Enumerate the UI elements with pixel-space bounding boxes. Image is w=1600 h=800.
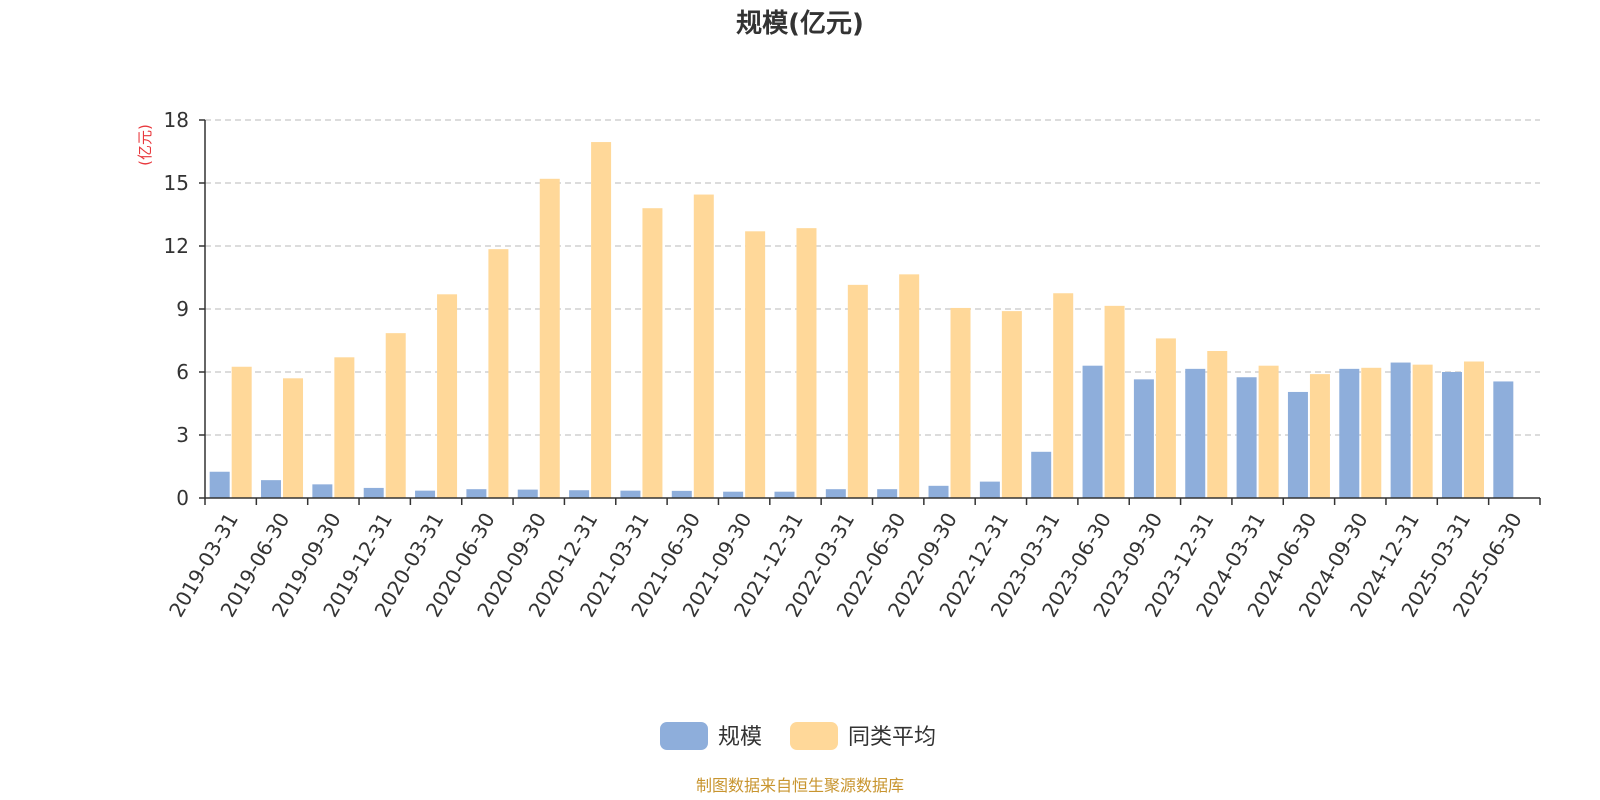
bar-peer-average [283, 378, 304, 498]
bar-peer-average [1001, 311, 1022, 498]
legend-label-scale: 规模 [718, 725, 762, 750]
bar-scale [1390, 362, 1411, 498]
bar-peer-average [1053, 293, 1074, 498]
y-tick-label: 6 [176, 360, 189, 384]
bar-peer-average [1258, 365, 1279, 498]
bar-scale [1082, 365, 1103, 498]
bar-peer-average [488, 249, 509, 498]
bar-peer-average [1361, 367, 1382, 498]
bar-peer-average [847, 284, 868, 498]
bar-peer-average [745, 231, 766, 499]
bar-peer-average [1412, 364, 1433, 498]
bar-scale [825, 489, 846, 498]
legend-swatch-peer-average [790, 722, 838, 750]
bar-scale [877, 489, 898, 498]
bar-peer-average [950, 307, 971, 498]
bar-peer-average [642, 208, 663, 498]
y-tick-label: 3 [176, 423, 189, 447]
bar-scale [928, 485, 949, 498]
bar-scale [569, 490, 590, 498]
bar-scale [1339, 368, 1360, 498]
legend-label-peer-average: 同类平均 [848, 725, 936, 750]
bar-peer-average [334, 357, 355, 498]
chart-title: 规模(亿元) [736, 9, 864, 39]
bar-peer-average [796, 228, 817, 498]
bar-scale [363, 487, 384, 498]
bar-scale [517, 489, 538, 498]
legend-swatch-scale [660, 722, 708, 750]
bar-peer-average [437, 294, 458, 498]
bar-scale [312, 484, 333, 498]
y-axis-ticks: 0 3 6 9 12 15 18 [164, 108, 205, 510]
y-axis-unit-label: (亿元) [136, 124, 154, 166]
x-axis-ticks: 2019-03-312019-06-302019-09-302019-12-31… [164, 498, 1541, 621]
bar-peer-average [899, 274, 920, 498]
bar-scale [209, 471, 230, 498]
bar-peer-average [1104, 305, 1125, 498]
y-tick-label: 15 [164, 171, 189, 195]
bar-scale [1287, 391, 1308, 498]
bar-scale [1493, 381, 1514, 498]
bar-peer-average [1207, 351, 1228, 498]
bar-scale [1441, 372, 1462, 498]
y-tick-label: 0 [176, 486, 189, 510]
bar-scale [415, 490, 436, 498]
bar-scale [620, 490, 641, 498]
bar-scale [774, 491, 795, 498]
bar-scale [671, 490, 692, 498]
legend: 规模 同类平均 [660, 722, 936, 750]
bar-scale [723, 491, 744, 498]
bar-peer-average [1309, 374, 1330, 498]
bar-peer-average [539, 178, 560, 499]
y-tick-label: 9 [176, 297, 189, 321]
bar-scale [1236, 377, 1257, 498]
bar-scale [1031, 451, 1052, 498]
y-tick-label: 18 [164, 108, 189, 132]
bar-peer-average [231, 366, 252, 498]
y-tick-label: 12 [164, 234, 189, 258]
bar-scale [466, 489, 487, 498]
source-note: 制图数据来自恒生聚源数据库 [696, 776, 904, 795]
bar-peer-average [1463, 361, 1484, 498]
bars-group [209, 142, 1514, 499]
bar-peer-average [385, 333, 406, 498]
bar-scale [1133, 379, 1154, 498]
bar-scale [261, 480, 282, 498]
bar-peer-average [693, 194, 714, 499]
bar-peer-average [591, 142, 612, 499]
bar-scale [1185, 368, 1206, 498]
bar-scale [979, 481, 1000, 498]
bar-peer-average [1155, 338, 1176, 498]
